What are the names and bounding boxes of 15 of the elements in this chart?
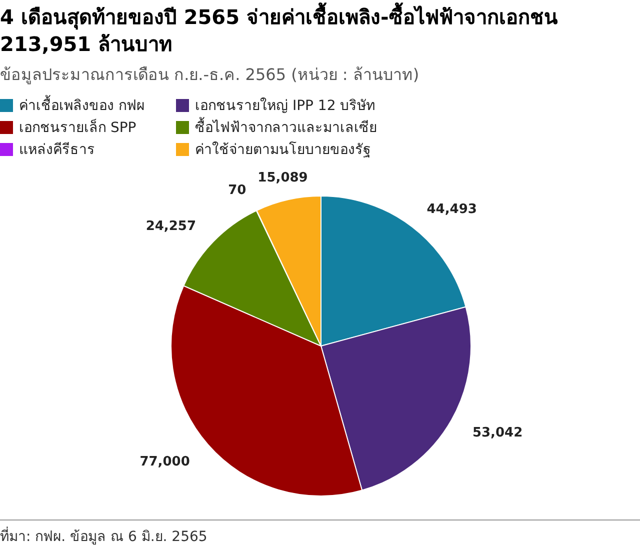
data-label: 24,257 xyxy=(146,218,196,234)
text: ที่มา: กฟผ. ข้อมูล ณ 6 มิ.ย. 2565 xyxy=(0,527,208,545)
legend-label: ค่าเชื้อเพลิงของ กฟผ xyxy=(19,95,144,114)
legend-label: เอกชนรายใหญ่ IPP 12 บริษัท xyxy=(195,97,376,114)
legend-label: เอกชนรายเล็ก SPP xyxy=(19,118,136,136)
chart-title: 4 เดือนสุดท้ายของปี 2565 จ่ายค่าเชื้อเพลิง-ซื้อไฟฟ้าจากเอกชน 213,951 ล้านบาท xyxy=(0,2,558,56)
legend-label: ค่าใช้จ่ายตามนโยบายของรัฐ xyxy=(195,141,371,158)
data-label: 15,089 xyxy=(258,170,308,186)
data-label: 70 xyxy=(228,182,246,198)
legend-label: แหล่งคีรีธาร xyxy=(19,142,95,158)
data-label: 77,000 xyxy=(140,454,190,470)
data-label: 44,493 xyxy=(426,202,477,217)
data-label: 53,042 xyxy=(472,426,523,441)
chart-subtitle: ข้อมูลประมาณการเดือน ก.ย.-ธ.ค. 2565 (หน่วย : ล้านบาท) xyxy=(0,65,420,85)
legend-label: ซื้อไฟฟ้าจากลาวและมาเลเซีย xyxy=(195,117,377,136)
